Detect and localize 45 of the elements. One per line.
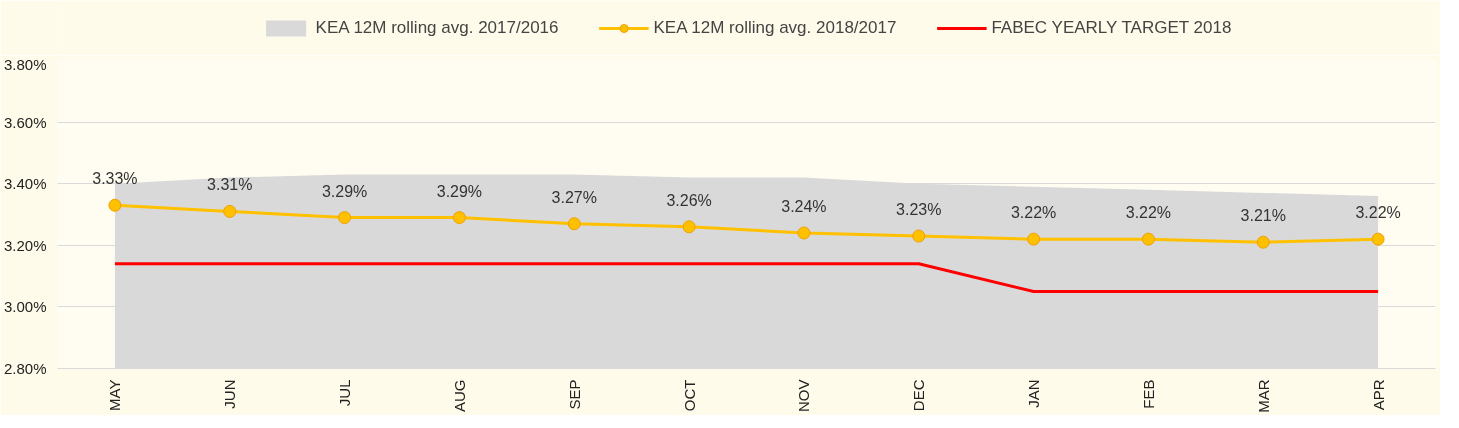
legend-label: KEA 12M rolling avg. 2018/2017 [653, 17, 897, 38]
point [1027, 232, 1041, 246]
data-label: 3.21% [1240, 207, 1286, 225]
point [1141, 232, 1155, 246]
data-label: 3.27% [551, 188, 597, 206]
data-label: 3.29% [321, 182, 368, 200]
point [1371, 232, 1385, 246]
point [108, 198, 122, 212]
x-tick-label: MAR [1254, 379, 1272, 413]
y-tick-label: 2.80% [3, 360, 47, 377]
data-label: 3.22% [1010, 204, 1057, 222]
x-tick-label: DEC [910, 379, 928, 412]
legend-label: FABEC YEARLY TARGET 2018 [991, 17, 1232, 38]
legend-label: KEA 12M rolling avg. 2017/2016 [315, 17, 559, 38]
point [223, 204, 237, 218]
point [912, 229, 926, 243]
data-label: 3.26% [666, 191, 712, 209]
point [797, 226, 811, 240]
data-label: 3.29% [436, 182, 483, 200]
data-label: 3.24% [781, 197, 827, 215]
y-tick-label: 3.20% [3, 236, 47, 254]
data-label: 3.23% [896, 201, 942, 219]
y-tick-label: 3.60% [3, 113, 47, 131]
y-tick-label: 3.40% [3, 175, 47, 193]
data-label: 3.31% [207, 176, 253, 194]
x-tick-label: AUG [450, 379, 468, 412]
point [682, 220, 696, 234]
y-tick-label: 3.00% [3, 298, 47, 316]
data-label: 3.22% [1355, 204, 1401, 222]
x-tick-label: FEB [1139, 379, 1157, 409]
data-label: 3.22% [1125, 204, 1172, 222]
point [338, 211, 352, 225]
x-tick-label: NOV [795, 379, 813, 412]
x-tick-label: JUN [221, 379, 239, 409]
point [452, 211, 466, 225]
x-tick-label: OCT [680, 379, 698, 412]
point [1256, 235, 1270, 249]
data-label: 3.33% [92, 170, 138, 188]
point [567, 217, 581, 231]
y-tick-label: 3.80% [3, 55, 47, 73]
x-tick-label: JAN [1025, 379, 1043, 408]
x-tick-label: APR [1369, 379, 1387, 411]
x-tick-label: MAY [106, 379, 124, 411]
x-tick-label: SEP [565, 379, 583, 410]
x-tick-label: JUL [336, 379, 354, 407]
